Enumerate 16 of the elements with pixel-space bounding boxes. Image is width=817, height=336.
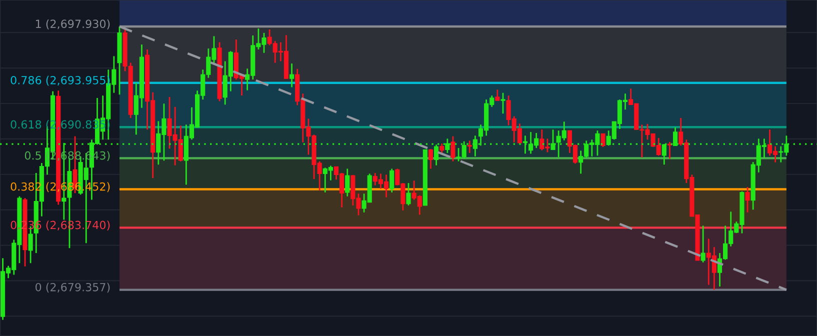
candlestick bbox=[700, 225, 706, 264]
candlestick bbox=[428, 148, 434, 170]
ref-line-label: 0 (2,679.357) bbox=[36, 282, 110, 293]
candlestick bbox=[667, 141, 672, 160]
candlestick bbox=[345, 168, 350, 198]
candlestick bbox=[406, 182, 411, 206]
candlestick bbox=[467, 140, 472, 154]
candlestick bbox=[289, 62, 294, 88]
candlestick bbox=[745, 186, 750, 214]
candlestick bbox=[600, 132, 606, 148]
candlestick bbox=[450, 136, 456, 162]
candlestick bbox=[500, 92, 506, 114]
ref-line-label: 1 (2,697.930) bbox=[36, 19, 110, 30]
candlestick bbox=[390, 168, 394, 194]
candlestick bbox=[440, 142, 444, 154]
candlestick bbox=[495, 88, 500, 102]
